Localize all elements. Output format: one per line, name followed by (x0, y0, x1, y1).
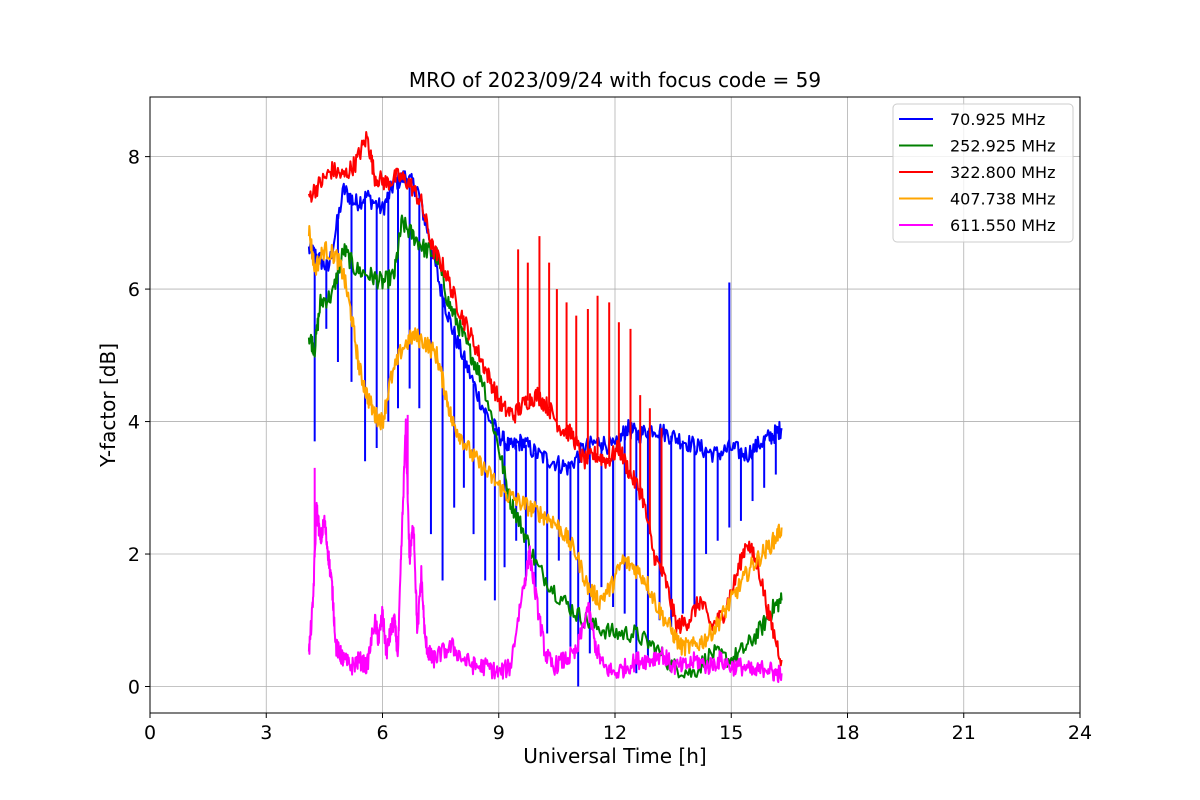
y-axis-label: Y-factor [dB] (96, 343, 120, 468)
x-tick-label: 24 (1068, 722, 1092, 744)
y-tick-label: 6 (128, 279, 140, 301)
series-3 (307, 131, 783, 667)
series-line (307, 170, 783, 476)
x-tick-label: 3 (260, 722, 272, 744)
y-tick-label: 2 (128, 544, 140, 566)
legend-label: 322.800 MHz (950, 163, 1055, 182)
series-line (307, 225, 783, 657)
series-4 (307, 225, 783, 657)
series-5 (307, 414, 783, 684)
x-tick-label: 18 (835, 722, 859, 744)
series-layer (307, 131, 783, 687)
legend-box (892, 103, 1074, 243)
y-axis: 0 2 4 6 8 (128, 147, 150, 699)
chart-title: MRO of 2023/09/24 with focus code = 59 (409, 68, 821, 92)
x-tick-label: 12 (603, 722, 627, 744)
legend-label: 70.925 MHz (950, 110, 1045, 129)
series-1 (307, 170, 783, 687)
y-tick-label: 8 (128, 147, 140, 169)
series-line (307, 418, 783, 684)
legend-label: 252.925 MHz (950, 137, 1055, 156)
x-axis: 0 3 6 9 12 15 18 21 24 (144, 713, 1092, 744)
plot-area (307, 131, 783, 687)
series-line (307, 131, 783, 667)
y-tick-label: 0 (128, 677, 140, 699)
legend-label: 611.550 MHz (950, 216, 1055, 235)
x-axis-label: Universal Time [h] (523, 744, 706, 768)
x-tick-label: 15 (719, 722, 743, 744)
legend: 70.925 MHz 252.925 MHz 322.800 MHz 407.738 … (892, 103, 1074, 243)
legend-label: 407.738 MHz (950, 190, 1055, 209)
x-tick-label: 21 (952, 722, 976, 744)
x-tick-label: 6 (376, 722, 388, 744)
x-tick-label: 9 (493, 722, 505, 744)
y-tick-label: 4 (128, 412, 140, 434)
x-tick-label: 0 (144, 722, 156, 744)
